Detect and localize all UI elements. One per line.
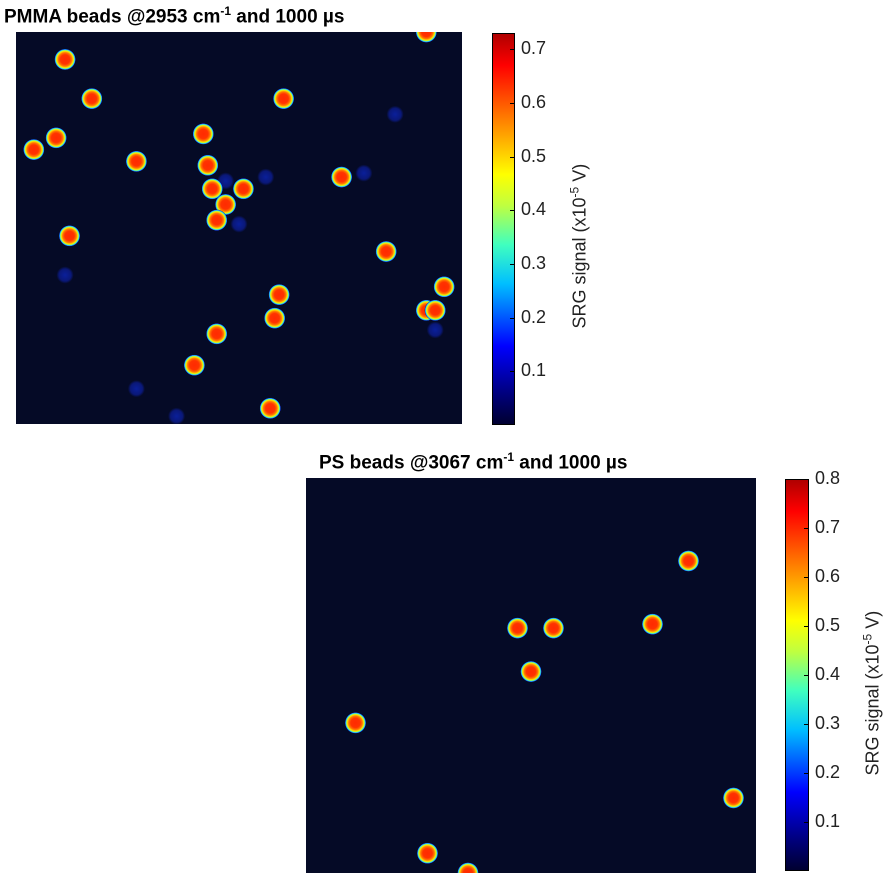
pmma-colorbar — [492, 33, 515, 425]
colorbar-tick — [804, 724, 809, 725]
colorbar-tick-label: 0.1 — [521, 360, 547, 380]
colorbar-tick — [510, 49, 515, 50]
colorbar-tick — [804, 773, 809, 774]
bead — [197, 154, 219, 176]
colorbar-tick-label: 0.5 — [521, 146, 547, 166]
faint-bead — [257, 168, 275, 186]
bead — [45, 127, 67, 149]
ps-image — [306, 478, 756, 873]
bead — [424, 299, 446, 321]
ps-bead-map — [345, 550, 744, 873]
bead — [331, 166, 353, 188]
colorbar-tick — [510, 318, 515, 319]
colorbar-tick — [804, 479, 809, 480]
bead — [125, 150, 147, 172]
bead — [259, 397, 281, 419]
bead — [206, 323, 228, 345]
colorbar-tick-label: 0.4 — [521, 199, 547, 219]
colorbar-tick-label: 0.4 — [815, 664, 841, 684]
colorbar-tick-label: 0.3 — [815, 713, 841, 733]
colorbar-tick — [510, 210, 515, 211]
colorbar-tick — [804, 822, 809, 823]
colorbar-tick-label: 0.1 — [815, 811, 841, 831]
faint-bead — [127, 380, 145, 398]
colorbar-tick-label: 0.7 — [521, 38, 547, 58]
pmma-chart-title: PMMA beads @2953 cm-1 and 1000 µs — [4, 4, 345, 28]
bead — [54, 48, 76, 70]
bead — [264, 307, 286, 329]
colorbar-tick — [510, 103, 515, 104]
colorbar-tick — [804, 626, 809, 627]
faint-bead — [386, 105, 404, 123]
pmma-bead-map — [23, 32, 455, 424]
colorbar-tick-label: 0.2 — [815, 762, 841, 782]
bead — [678, 550, 699, 572]
bead — [192, 123, 214, 145]
faint-bead — [168, 407, 186, 424]
colorbar-tick-label: 0.2 — [521, 307, 547, 327]
colorbar-tick — [510, 371, 515, 372]
faint-bead — [426, 321, 444, 339]
bead — [23, 139, 45, 161]
bead — [417, 842, 438, 864]
ps-chart-title: PS beads @3067 cm-1 and 1000 µs — [319, 450, 628, 474]
colorbar-tick-label: 0.3 — [521, 253, 547, 273]
pmma-image — [16, 32, 462, 424]
bead — [81, 88, 103, 110]
bead — [433, 276, 455, 298]
colorbar-tick — [804, 528, 809, 529]
bead — [59, 225, 81, 247]
colorbar-tick — [804, 577, 809, 578]
bead — [543, 617, 564, 639]
bead — [375, 241, 397, 263]
bead — [232, 178, 254, 200]
bead — [457, 862, 479, 873]
bead — [345, 712, 366, 734]
bead — [507, 617, 528, 639]
faint-bead — [230, 215, 248, 233]
colorbar-tick — [510, 157, 515, 158]
bead — [268, 284, 290, 306]
colorbar-tick-label: 0.6 — [815, 566, 841, 586]
pmma-colorbar-label: SRG signal (x10-5 V) — [567, 163, 590, 329]
colorbar-tick-label: 0.5 — [815, 615, 841, 635]
bead — [273, 88, 295, 110]
faint-bead — [355, 164, 373, 182]
ps-colorbar-label: SRG signal (x10-5 V) — [860, 610, 883, 776]
colorbar-tick — [510, 264, 515, 265]
bead — [415, 32, 437, 43]
bead — [183, 354, 205, 376]
bead — [642, 613, 663, 635]
bead — [206, 209, 228, 231]
bead — [723, 787, 744, 809]
colorbar-tick-label: 0.7 — [815, 517, 841, 537]
bead — [520, 661, 542, 683]
colorbar-tick-label: 0.8 — [815, 468, 841, 488]
colorbar-tick — [804, 675, 809, 676]
faint-bead — [56, 266, 74, 284]
bead — [215, 193, 237, 215]
bead — [201, 178, 223, 200]
colorbar-tick-label: 0.6 — [521, 92, 547, 112]
